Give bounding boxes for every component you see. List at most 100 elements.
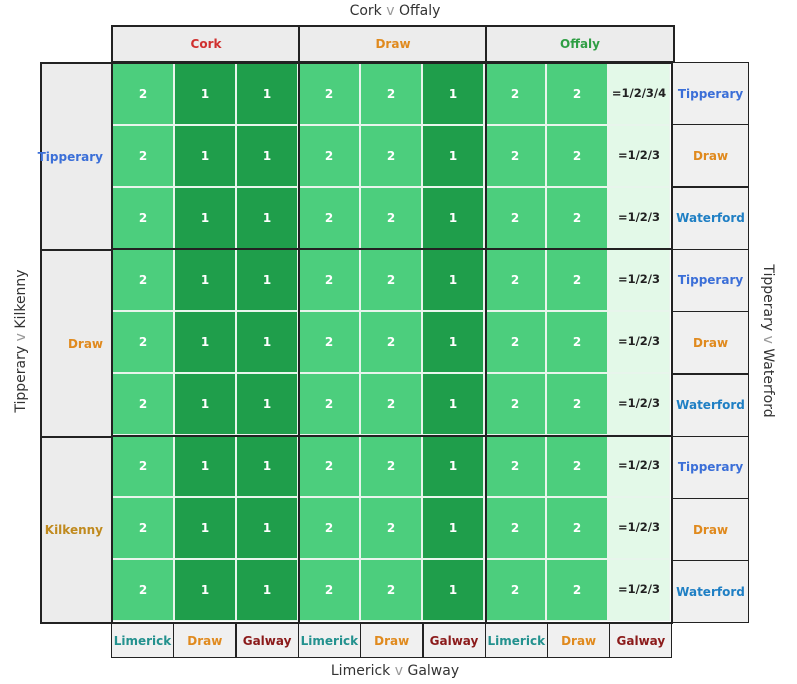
result-cell: 2 [360, 249, 422, 311]
right-label-text: Waterford [676, 211, 745, 226]
result-cell: 1 [236, 249, 298, 311]
result-cell: 2 [112, 559, 174, 621]
bottom-label-text: Draw [561, 633, 597, 648]
result-cell: 2 [546, 249, 608, 311]
shared-result-cell: =1/2/3 [608, 559, 670, 621]
result-cell: 2 [484, 373, 546, 435]
right-label: Waterford [672, 560, 749, 624]
result-cell: 1 [174, 497, 236, 559]
result-cell: 2 [484, 559, 546, 621]
col-group-label: Cork [190, 37, 222, 51]
right-label: Waterford [672, 186, 749, 250]
result-cell: 1 [174, 373, 236, 435]
right-team-b: Waterford [760, 348, 776, 418]
grid-separator [485, 62, 487, 624]
row-group-header-0: Tipperary [37, 62, 113, 251]
right-label-text: Waterford [676, 584, 745, 599]
result-cell: 2 [360, 187, 422, 249]
left-team-a: Tipperary [13, 345, 29, 413]
result-cell: 2 [546, 373, 608, 435]
result-cell: 2 [546, 311, 608, 373]
shared-result-cell: =1/2/3 [608, 435, 670, 497]
row-group-header-2: Kilkenny [40, 436, 113, 624]
col-group-label: Offaly [560, 37, 600, 51]
top-match-title: Cork v Offaly [300, 3, 490, 19]
bottom-label-text: Galway [242, 633, 292, 648]
left-vs: v [13, 333, 29, 342]
shared-result-cell: =1/2/3 [608, 497, 670, 559]
shared-result-cell: =1/2/3 [608, 249, 670, 311]
result-cell: 2 [360, 559, 422, 621]
result-cell: 2 [484, 497, 546, 559]
right-label-text: Tipperary [677, 460, 744, 475]
result-cell: 2 [298, 311, 360, 373]
right-label: Tipperary [672, 435, 749, 499]
result-cell: 1 [422, 435, 484, 497]
result-cell: 2 [298, 373, 360, 435]
result-cell: 1 [174, 559, 236, 621]
bottom-label-text: Draw [374, 633, 410, 648]
grid-separator [111, 248, 673, 250]
bottom-label: Limerick [111, 623, 174, 658]
grid-separator [298, 62, 300, 624]
right-label-text: Tipperary [677, 86, 744, 101]
result-cell: 2 [112, 249, 174, 311]
shared-result-cell: =1/2/3 [608, 311, 670, 373]
right-label-text: Draw [692, 522, 729, 537]
result-cell: 2 [484, 125, 546, 187]
result-cell: 2 [298, 497, 360, 559]
result-cell: 2 [360, 125, 422, 187]
result-cell: 2 [484, 187, 546, 249]
result-cell: 1 [236, 63, 298, 125]
result-cell: 1 [174, 249, 236, 311]
result-cell: 2 [298, 187, 360, 249]
right-team-a: Tipperary [760, 264, 776, 332]
result-cell: 1 [236, 497, 298, 559]
bottom-label: Limerick [484, 623, 548, 658]
grid-separator [111, 435, 673, 437]
result-cell: 2 [360, 311, 422, 373]
result-cell: 1 [422, 559, 484, 621]
bottom-label-text: Galway [616, 633, 666, 648]
bottom-team-b: Galway [407, 663, 460, 679]
result-cell: 2 [112, 125, 174, 187]
result-cell: 2 [298, 249, 360, 311]
top-vs: v [386, 3, 395, 19]
right-match-title: Tipperary v Waterford [760, 241, 776, 441]
right-vs: v [760, 335, 776, 344]
result-cell: 1 [422, 249, 484, 311]
result-cell: 2 [546, 63, 608, 125]
result-cell: 1 [422, 187, 484, 249]
result-cell: 2 [546, 559, 608, 621]
result-cell: 1 [174, 125, 236, 187]
row-group-label: Tipperary [37, 149, 103, 164]
shared-result-cell: =1/2/3 [608, 187, 670, 249]
right-label-text: Tipperary [677, 273, 744, 288]
top-team-b: Offaly [399, 3, 441, 19]
result-cell: 1 [174, 311, 236, 373]
result-cell: 2 [360, 373, 422, 435]
bottom-label: Draw [173, 623, 237, 658]
bottom-label: Draw [547, 623, 611, 658]
right-label: Waterford [672, 373, 749, 437]
result-cell: 2 [112, 373, 174, 435]
bottom-match-title: Limerick v Galway [295, 663, 495, 679]
result-cell: 1 [236, 125, 298, 187]
result-cell: 1 [174, 435, 236, 497]
result-cell: 2 [546, 497, 608, 559]
col-group-header-2: Offaly [485, 25, 675, 63]
result-cell: 2 [298, 125, 360, 187]
bottom-label-text: Draw [187, 633, 223, 648]
result-cell: 2 [484, 435, 546, 497]
col-group-header-1: Draw [298, 25, 488, 63]
right-label: Draw [672, 498, 749, 562]
result-cell: 2 [360, 497, 422, 559]
result-cell: 2 [360, 63, 422, 125]
bottom-label: Limerick [297, 623, 361, 658]
result-cell: 1 [422, 497, 484, 559]
result-cell: 2 [298, 435, 360, 497]
bottom-label-text: Limerick [487, 633, 546, 648]
result-cell: 1 [174, 63, 236, 125]
bottom-label: Draw [360, 623, 424, 658]
result-cell: 2 [546, 435, 608, 497]
